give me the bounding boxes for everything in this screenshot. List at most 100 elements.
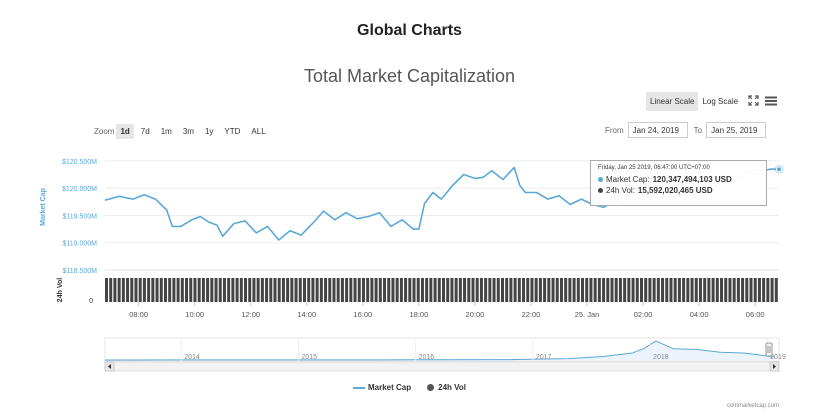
volume-bar [648, 278, 652, 302]
volume-bar [252, 278, 256, 302]
legend-volume[interactable]: 24h Vol [427, 383, 466, 392]
linear-scale-button[interactable]: Linear Scale [646, 92, 699, 111]
x-tick-label: 16:00 [353, 310, 372, 319]
volume-bar [302, 278, 306, 302]
volume-bar [189, 278, 193, 302]
x-tick-label: 10:00 [185, 310, 204, 319]
credits[interactable]: coinmarketcap.com [726, 403, 779, 409]
zoom-all-button[interactable]: ALL [251, 127, 266, 136]
volume-bar [698, 278, 702, 302]
volume-bar [420, 278, 424, 302]
volume-bar [534, 278, 538, 302]
volume-bar [180, 278, 184, 302]
volume-bar [126, 278, 130, 302]
volume-bar [383, 278, 387, 302]
volume-bar [281, 278, 285, 302]
volume-bar [197, 278, 201, 302]
volume-bar [404, 278, 408, 302]
volume-bar [248, 278, 252, 302]
volume-bar [614, 278, 618, 302]
y-axis-title: Market Cap [40, 188, 47, 226]
from-label: From [605, 125, 624, 135]
volume-bar [378, 278, 382, 302]
scale-toolbar: Linear Scale Log Scale [646, 92, 778, 111]
volume-bar [564, 278, 568, 302]
volume-bar [585, 278, 589, 302]
volume-bar [736, 278, 740, 302]
volume-bar [618, 278, 622, 302]
from-date-input[interactable] [627, 122, 688, 138]
tooltip-volume-label: 24h Vol: [606, 186, 635, 195]
volume-bar [492, 278, 496, 302]
volume-bar [134, 278, 138, 302]
volume-bar [690, 278, 694, 302]
volume-bar [463, 278, 467, 302]
volume-axis-title: 24h Vol [57, 278, 64, 302]
date-range: From To [605, 122, 772, 138]
x-tick-label: 12:00 [241, 310, 260, 319]
volume-bar [572, 278, 576, 302]
menu-icon[interactable] [765, 93, 778, 111]
navigator-handle[interactable] [765, 342, 773, 357]
volume-bar [530, 278, 534, 302]
zoom-ytd-button[interactable]: YTD [224, 127, 241, 136]
y-tick-label: $120.500M [62, 159, 97, 166]
volume-bar [488, 278, 492, 302]
volume-bar [412, 278, 416, 302]
navigator-scrollbar[interactable] [104, 361, 780, 372]
x-tick-label: 22:00 [522, 310, 541, 319]
volume-bar [163, 278, 167, 302]
volume-bar [551, 278, 555, 302]
volume-bar [656, 278, 660, 302]
zoom-1d-button[interactable]: 1d [116, 124, 134, 139]
volume-bar [336, 278, 340, 302]
volume-bar [606, 278, 610, 302]
zoom-3m-button[interactable]: 3m [182, 127, 194, 136]
volume-bar [484, 278, 488, 302]
x-tick-label: 02:00 [634, 310, 653, 319]
zoom-1y-button[interactable]: 1y [204, 127, 214, 136]
zoom-7d-button[interactable]: 7d [140, 127, 150, 136]
volume-bar [151, 278, 155, 302]
log-scale-button[interactable]: Log Scale [702, 97, 739, 106]
fullscreen-icon[interactable] [748, 93, 759, 111]
volume-bar [193, 278, 197, 302]
volume-bar [387, 278, 391, 302]
volume-bar [319, 278, 323, 302]
volume-bar [610, 278, 614, 302]
chart-tooltip: Friday, Jan 25 2019, 06:47:00 UTC+07:00 … [590, 160, 767, 206]
volume-bar [227, 278, 231, 302]
zoom-1m-button[interactable]: 1m [160, 127, 172, 136]
legend-market-cap[interactable]: Market Cap [353, 383, 411, 392]
volume-bar [597, 278, 601, 302]
volume-bar [732, 278, 736, 302]
volume-bar [395, 278, 399, 302]
volume-bar [176, 278, 180, 302]
to-date-input[interactable] [706, 122, 767, 138]
volume-bar [277, 278, 281, 302]
navigator-year-label: 2018 [653, 354, 669, 361]
volume-bar [741, 278, 745, 302]
y-tick-label: $119.500M [62, 213, 97, 220]
volume-bar [201, 278, 205, 302]
volume-bar [290, 278, 294, 302]
volume-bar [652, 278, 656, 302]
volume-bar [269, 278, 273, 302]
volume-bar [429, 278, 433, 302]
navigator-area [105, 341, 775, 360]
volume-bar [454, 278, 458, 302]
volume-bar [442, 278, 446, 302]
volume-bar [757, 278, 761, 302]
x-tick-label: 14:00 [297, 310, 316, 319]
volume-bar [745, 278, 749, 302]
volume-bar [185, 278, 189, 302]
x-tick-label: 25. Jan [575, 310, 600, 319]
volume-bar [715, 278, 719, 302]
volume-bar [130, 278, 134, 302]
volume-bar [155, 278, 159, 302]
chart-legend: Market Cap 24h Vol [0, 383, 819, 392]
navigator-year-label: 2017 [536, 354, 552, 361]
volume-bar [505, 278, 509, 302]
volume-bar [357, 278, 361, 302]
